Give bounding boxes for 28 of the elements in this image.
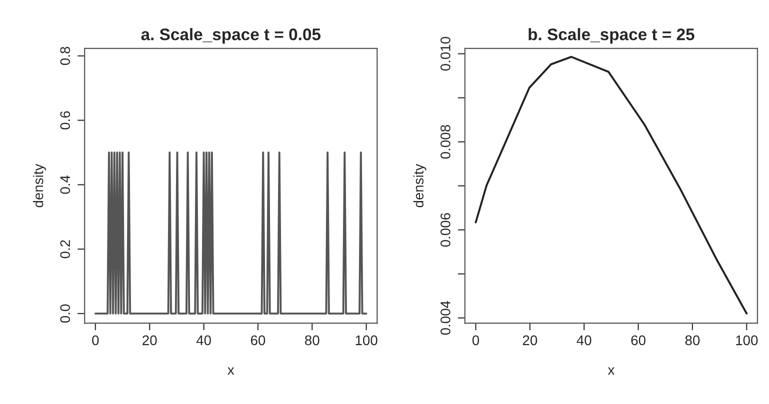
y-tick-label: 0.010 xyxy=(440,36,450,71)
y-tick-label: 0.008 xyxy=(440,125,450,159)
y-axis-title: density xyxy=(33,164,46,208)
y-tick-label: 0.004 xyxy=(440,300,450,335)
x-tick-label: 40 xyxy=(576,335,592,346)
x-tick-label: 100 xyxy=(736,335,758,346)
y-tick-label: 0.0 xyxy=(60,304,70,323)
y-tick-label: 0.006 xyxy=(440,213,450,247)
y-tick-label: 0.4 xyxy=(60,175,70,194)
x-tick-label: 0 xyxy=(472,335,480,346)
x-tick-label: 60 xyxy=(250,335,266,346)
x-axis-title: x xyxy=(608,367,615,375)
chart-title: a. Scale_space t = 0.05 xyxy=(141,28,321,44)
y-tick-label: 0.6 xyxy=(60,111,70,130)
x-tick-label: 0 xyxy=(92,335,99,346)
x-tick-label: 20 xyxy=(142,335,157,346)
x-tick-label: 100 xyxy=(356,335,378,346)
x-axis-title: x xyxy=(228,367,234,375)
y-axis-title: density xyxy=(413,164,426,208)
chart-title: b. Scale_space t = 25 xyxy=(528,28,694,44)
x-tick-label: 60 xyxy=(631,335,646,346)
x-tick-label: 80 xyxy=(305,335,320,346)
x-tick-label: 80 xyxy=(685,335,700,346)
line-series xyxy=(474,56,748,314)
x-tick-label: 40 xyxy=(196,335,211,346)
y-tick-label: 0.2 xyxy=(60,240,70,258)
y-tick-label: 0.8 xyxy=(60,46,70,65)
x-tick-label: 20 xyxy=(522,335,538,346)
